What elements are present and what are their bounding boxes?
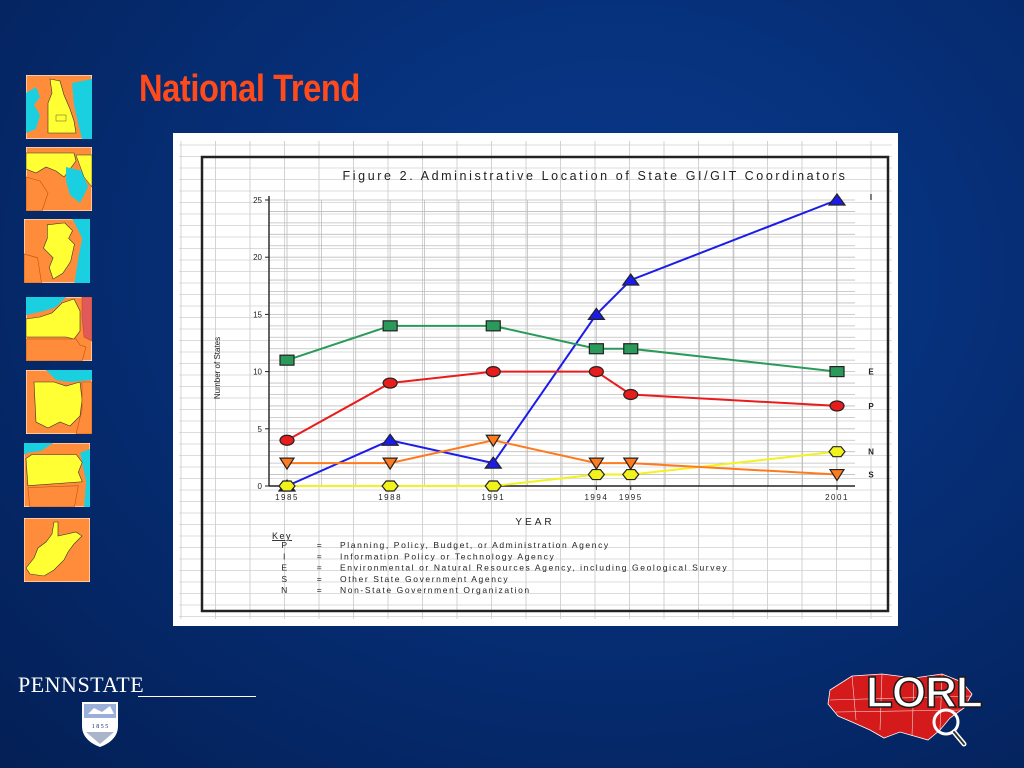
series-line-N [287,450,838,487]
key-description: Information Policy or Technology Agency [340,551,555,561]
lorl-logo: LORL [822,660,1012,760]
series-point-P [588,366,604,378]
figure-border [200,155,890,613]
delaware-map-icon [26,75,92,139]
series-label-S: S [868,471,874,480]
ohio-map-icon [26,370,92,434]
series-point-I [380,433,400,446]
series-lines [286,199,838,487]
series-point-S [622,457,639,471]
key-description: Non-State Government Organization [340,585,531,595]
key-equals: = [317,540,324,550]
series-line-E [286,324,838,373]
series-point-E [623,343,639,355]
series-point-N [278,480,296,492]
chart-key: Key P = Planning, Policy, Budget, or Admin… [272,531,728,595]
key-equals: = [317,585,324,595]
new-jersey-map-icon [24,219,90,283]
series-point-N [484,480,503,492]
lorl-wordmark: LORL [865,667,983,718]
series-point-P [829,400,845,412]
series-point-P [485,366,501,378]
pennstate-rule [138,696,256,697]
series-point-S [278,457,296,471]
series-point-I [587,307,606,320]
series-label-P: P [868,402,874,411]
series-point-S [828,468,846,482]
series-label-E: E [868,368,874,377]
key-description: Other State Government Agency [340,574,509,584]
slide-title: National Trend [139,68,360,110]
y-axis-label: Number of States [213,337,222,399]
series-point-S [382,457,399,471]
pennstate-logo: PENNSTATE 1 8 5 5 [18,672,256,752]
maryland-map-icon [26,147,92,211]
series-line-P [286,370,838,442]
us-map-icon [827,673,973,747]
y-tick-label: 25 [253,196,262,205]
series-point-I [484,456,503,469]
series-point-S [485,434,502,448]
series-point-E [485,320,501,332]
key-code: P [281,540,288,550]
key-code: N [281,585,289,595]
line-chart: Figure 2. Administrative Location of Sta… [179,141,892,619]
series-point-N [621,468,640,481]
y-tick-labels: 0 5 10 15 20 25 [253,196,269,491]
series-point-N [587,468,606,481]
x-tick-label: 1995 [619,493,643,502]
key-equals: = [317,551,324,561]
series-point-E [588,343,604,355]
chart-title: Figure 2. Administrative Location of Sta… [343,169,848,183]
y-tick-label: 15 [253,310,262,319]
west-virginia-map-icon [24,518,90,582]
magnifier-icon [932,708,960,736]
series-line-I [286,199,838,487]
x-tick-label: 1991 [481,493,505,502]
pennsylvania-map-icon [24,443,90,507]
x-tick-label: 2001 [825,493,849,502]
series-point-E [829,366,845,378]
key-description: Environmental or Natural Resources Agenc… [340,563,728,573]
background-grid [179,141,892,619]
key-rows: P = Planning, Policy, Budget, or Administr… [281,540,728,595]
key-code: E [281,563,288,573]
key-code: S [281,574,288,584]
series-line-S [287,439,838,476]
key-equals: = [317,574,324,584]
key-equals: = [317,563,324,573]
x-tick-labels: 1985 1988 1991 1994 1995 2001 [275,486,849,502]
key-code: I [283,551,287,561]
series-point-E [279,354,295,366]
plot-grid [269,199,855,487]
x-tick-label: 1988 [378,493,402,502]
series-point-I [827,192,847,206]
series-label-I: I [870,193,872,202]
y-tick-label: 0 [258,482,263,491]
pennstate-wordmark: PENNSTATE [18,672,145,697]
y-tick-label: 10 [253,368,262,377]
key-title: Key [272,531,292,541]
y-tick-label: 5 [258,425,263,434]
x-tick-label: 1985 [275,493,299,502]
series-point-E [382,320,398,332]
x-axis-label: YEAR [515,517,554,528]
key-description: Planning, Policy, Budget, or Administrat… [340,540,610,550]
series-point-N [381,480,399,492]
new-york-map-icon [26,297,92,361]
y-tick-label: 20 [253,253,262,262]
series-point-I [621,273,640,286]
pennstate-shield-icon: 1 8 5 5 [82,702,118,747]
series-markers [277,192,847,492]
chart-figure: Figure 2. Administrative Location of Sta… [173,133,898,626]
series-point-P [279,434,295,446]
series-point-S [588,457,605,471]
pennstate-year: 1 8 5 5 [92,724,109,730]
series-labels: I E P N S [868,193,874,480]
series-point-P [623,388,639,401]
series-point-P [382,377,398,389]
series-label-N: N [868,448,874,457]
x-tick-label: 1994 [584,493,608,502]
series-point-N [828,446,846,458]
